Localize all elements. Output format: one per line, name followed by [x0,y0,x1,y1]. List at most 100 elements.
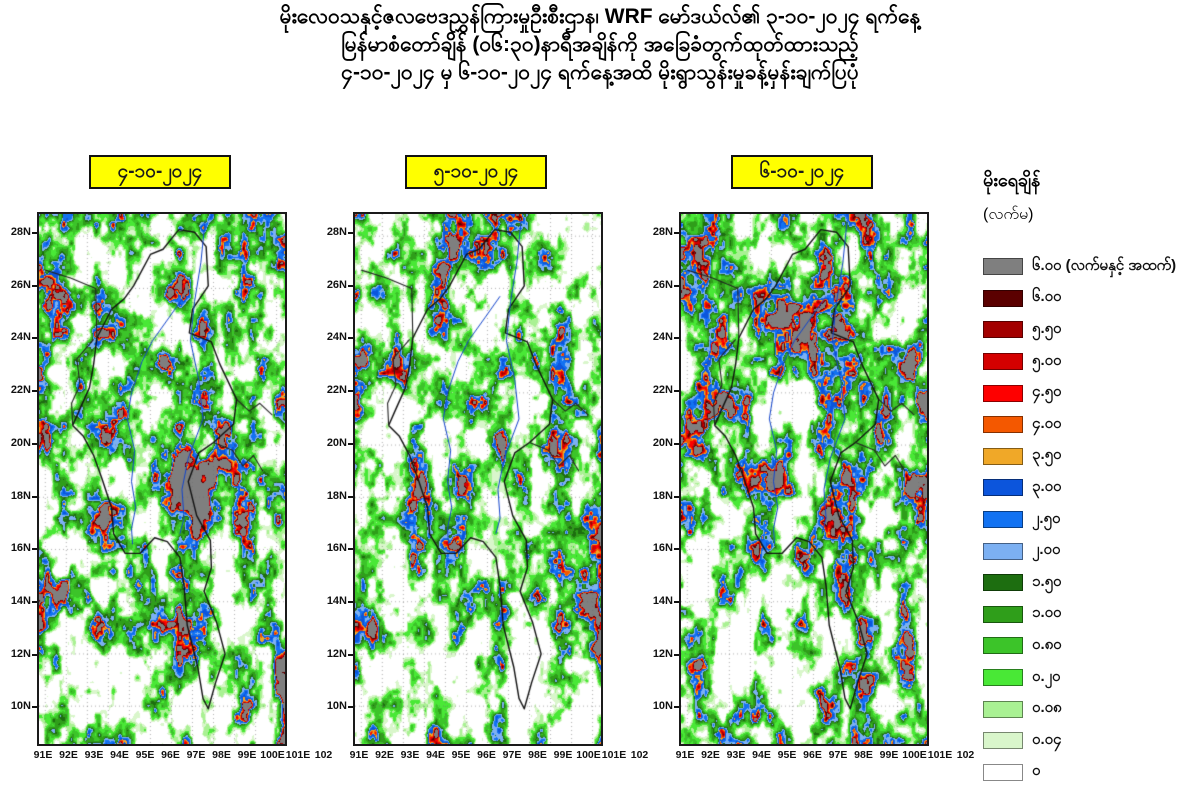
legend-value-label: ၃.၅၀ [1032,446,1062,464]
legend-color-swatch [983,321,1023,339]
legend: မိုးရေချိန် (လက်မ) ၆.၀၀ (လက်မနှင့် အထက်)… [983,168,1198,785]
map-frame [353,212,603,746]
legend-color-swatch [983,511,1023,529]
title-line-2: မြန်မာစံတော်ချိန် (၀၆:၃၀)နာရီအချိန်ကို အ… [341,33,859,56]
lat-tick [348,600,353,603]
lat-tick-label: 16N [326,542,347,555]
lat-tick-label: 28N [652,226,673,238]
lat-tick-label: 14N [652,594,673,607]
lat-tick [348,232,353,234]
map-panel: ၆-၁၀-၂၀၂၄ 28N 26N 24N 22N 20N 18N 16N 14N 12N 10N… [647,150,987,780]
legend-color-swatch [983,542,1023,560]
lat-tick [348,337,353,340]
legend-entry: ၅.၀၀ [983,346,1198,378]
lat-tick-label: 10N [652,700,673,713]
lon-tick-label: 95E [135,749,155,761]
date-label: ၆-၁၀-၂၀၂၄ [731,155,873,189]
lat-tick [32,337,37,340]
lat-tick [348,442,353,445]
legend-entry: ၁.၀၀ [983,599,1198,631]
lat-tick-label: 20N [10,436,31,449]
lat-tick [674,548,679,551]
legend-entry: ၂.၅၀ [983,504,1198,536]
legend-value-label: ၄.၅၀ [1032,383,1062,401]
lat-tick [674,706,679,709]
legend-entry: ၁.၅၀ [983,567,1198,599]
lat-tick-label: 18N [652,489,673,502]
legend-entry: ၀.၂၀ [983,662,1198,694]
figure-title: မိုးလေဝသနှင့်ဇလဗေဒညွှန်ကြားမှုဦးစီးဌာန၊ … [0,3,1200,87]
lon-tick-label: 98E [212,749,231,761]
lat-tick [348,653,353,656]
lon-tick-label: 97E [828,749,848,761]
legend-value-label: ၁.၀၀ [1032,604,1062,622]
lon-tick-label: 99E [879,749,899,761]
legend-value-label: ၀ [1032,762,1041,780]
legend-color-swatch [983,732,1023,750]
legend-color-swatch [983,384,1023,402]
legend-entry: ၀ [983,757,1198,785]
legend-entry: ၀.၀၈ [983,693,1198,725]
lon-tick-label: 96E [477,749,496,761]
lat-tick-label: 20N [652,436,673,449]
lon-tick-label: 102 [630,749,649,761]
lat-tick-label: 12N [10,647,31,660]
legend-color-swatch [983,605,1023,623]
legend-entry: ၅.၅၀ [983,314,1198,346]
lat-tick-label: 10N [326,700,347,713]
lat-tick-label: 10N [10,700,31,713]
lon-tick-label: 96E [161,749,180,761]
lon-tick-label: 96E [803,749,822,761]
lon-tick-label: 95E [451,749,471,761]
map-panel: ၄-၁၀-၂၀၂၄ 28N 26N 24N 22N 20N 18N 16N 14N 12N 10N… [5,150,345,780]
lat-tick-label: 14N [326,594,347,607]
date-label: ၄-၁၀-၂၀၂၄ [89,155,231,189]
legend-color-swatch [983,416,1023,434]
legend-color-swatch [983,479,1023,497]
rainfall-map-canvas [681,214,927,744]
lon-tick-label: 95E [777,749,797,761]
legend-value-label: ၀.၈၀ [1032,635,1062,653]
legend-color-swatch [983,700,1023,718]
legend-value-label: ၆.၀၀ [1032,288,1062,306]
legend-title: မိုးရေချိန် [983,170,1041,190]
legend-color-swatch [983,289,1023,307]
lat-tick-label: 28N [10,226,31,238]
lon-tick-label: 98E [528,749,547,761]
legend-entry: ၆.၀၀ (လက်မနှင့် အထက်) [983,251,1198,283]
legend-value-label: ၁.၅၀ [1032,572,1062,590]
legend-entry: ၀.၀၄ [983,725,1198,757]
legend-value-label: ၀.၀၈ [1032,699,1062,717]
lat-tick [32,548,37,551]
lat-tick-label: 24N [10,331,31,344]
lat-tick-label: 24N [652,331,673,344]
lat-tick-label: 28N [326,226,347,238]
map-panel: ၅-၁၀-၂၀၂၄ 28N 26N 24N 22N 20N 18N 16N 14N 12N 10N… [321,150,661,780]
legend-entries: ၆.၀၀ (လက်မနှင့် အထက်) ၆.၀၀ ၅.၅၀ ၅.၀၀ ၄.၅၀ ၄.၀… [983,251,1198,785]
lon-tick-label: 93E [400,749,420,761]
legend-unit: (လက်မ) [983,206,1034,223]
map-frame [679,212,929,746]
lat-tick-label: 24N [326,331,347,344]
legend-value-label: ၆.၀၀ (လက်မနှင့် အထက်) [1032,256,1177,274]
lon-tick-label: 93E [84,749,104,761]
lon-tick-label: 91E [675,749,695,761]
lon-tick-label: 97E [186,749,206,761]
lon-tick-label: 102 [314,749,333,761]
lat-tick-label: 14N [10,594,31,607]
lat-tick-label: 26N [652,278,673,291]
lat-tick [674,653,679,656]
lon-tick-label: 92E [701,749,720,761]
lon-tick-label: 94E [110,749,129,761]
legend-entry: ၀.၈၀ [983,630,1198,662]
map-frame [37,212,287,746]
lon-tick-label: 98E [854,749,873,761]
rainfall-map-canvas [39,214,285,744]
legend-value-label: ၂.၀၀ [1032,541,1061,559]
lon-tick-label: 100E [576,749,601,761]
lat-tick [32,706,37,709]
lon-tick-label: 91E [33,749,53,761]
lat-tick [674,232,679,234]
legend-color-swatch [983,574,1023,592]
legend-value-label: ၀.၂၀ [1032,667,1061,685]
